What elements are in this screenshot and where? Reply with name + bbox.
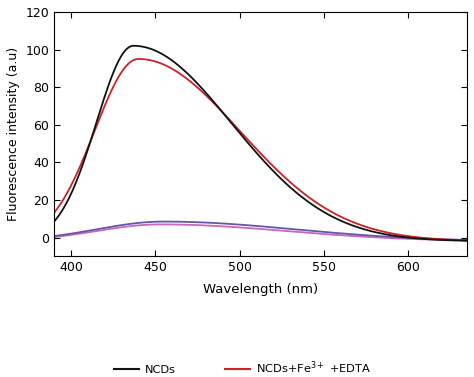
Y-axis label: Fluorescence intensity (a.u): Fluorescence intensity (a.u) <box>7 47 20 221</box>
X-axis label: Wavelength (nm): Wavelength (nm) <box>203 282 318 296</box>
Legend: NCDs, NCDs+Fe$^{3+}$, NCDs+Fe$^{3+}$ +EDTA, NCDs+Fe$^{3+}$ +EDTA+Fe$^{3+}$: NCDs, NCDs+Fe$^{3+}$, NCDs+Fe$^{3+}$ +ED… <box>110 355 411 377</box>
